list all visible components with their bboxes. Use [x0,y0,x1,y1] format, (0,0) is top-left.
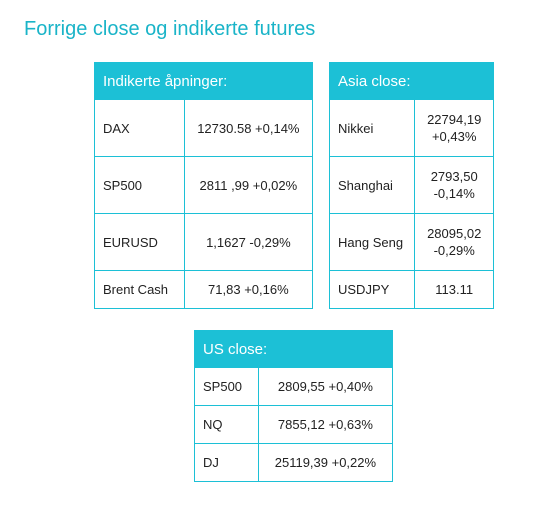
table-row: Brent Cash 71,83 +0,16% [94,270,314,309]
instrument-name: DJ [194,443,259,482]
table-row: SP500 2809,55 +0,40% [194,367,394,406]
table-header-row: Indikerte åpninger: [94,62,313,100]
table-header-row: Asia close: [329,62,494,100]
instrument-value: 2811 ,99 +0,02% [183,156,314,214]
instrument-value: 28095,02 -0,29% [414,213,494,271]
table-row: Hang Seng 28095,02 -0,29% [328,213,494,271]
instrument-name: Hang Seng [328,213,416,271]
instrument-name: SP500 [94,156,185,214]
instrument-value: 71,83 +0,16% [183,270,314,309]
instrument-value: 1,1627 -0,29% [183,213,314,271]
table-row: Nikkei 22794,19 +0,43% [328,99,494,157]
table-row: USDJPY 113.11 [328,270,494,309]
value-change: -0,14% [433,186,475,201]
table-row: DJ 25119,39 +0,22% [194,443,394,482]
value-change: +0,43% [431,129,477,144]
instrument-name: Brent Cash [94,270,185,309]
instrument-name: USDJPY [328,270,416,309]
instrument-value: 2793,50 -0,14% [414,156,494,214]
value-level: 113.11 [435,282,474,297]
table-row: Shanghai 2793,50 -0,14% [328,156,494,214]
table-header-row: US close: [194,330,393,368]
instrument-value: 7855,12 +0,63% [257,405,394,444]
asia-close-table: Asia close: Nikkei 22794,19 +0,43% Shang… [328,62,494,309]
instrument-value: 2809,55 +0,40% [257,367,394,406]
table-row: EURUSD 1,1627 -0,29% [94,213,314,271]
instrument-value: 25119,39 +0,22% [257,443,394,482]
instrument-name: SP500 [194,367,259,406]
value-level: 2793,50 [430,169,478,184]
indicated-openings-header: Indikerte åpninger: [94,62,313,100]
instrument-name: EURUSD [94,213,185,271]
page-title: Forrige close og indikerte futures [24,18,316,40]
instrument-value: 22794,19 +0,43% [414,99,494,157]
indicated-openings-table: Indikerte åpninger: DAX 12730.58 +0,14% … [94,62,314,309]
asia-close-header: Asia close: [329,62,494,100]
value-level: 28095,02 [427,226,482,241]
value-change: -0,29% [433,243,475,258]
table-row: DAX 12730.58 +0,14% [94,99,314,157]
instrument-value: 12730.58 +0,14% [183,99,314,157]
instrument-value: 113.11 [414,270,494,309]
table-row: NQ 7855,12 +0,63% [194,405,394,444]
table-row: SP500 2811 ,99 +0,02% [94,156,314,214]
instrument-name: Shanghai [328,156,416,214]
us-close-table: US close: SP500 2809,55 +0,40% NQ 7855,1… [194,330,394,482]
instrument-name: DAX [94,99,185,157]
us-close-header: US close: [194,330,393,368]
instrument-name: NQ [194,405,259,444]
value-level: 22794,19 [427,112,482,127]
instrument-name: Nikkei [328,99,416,157]
